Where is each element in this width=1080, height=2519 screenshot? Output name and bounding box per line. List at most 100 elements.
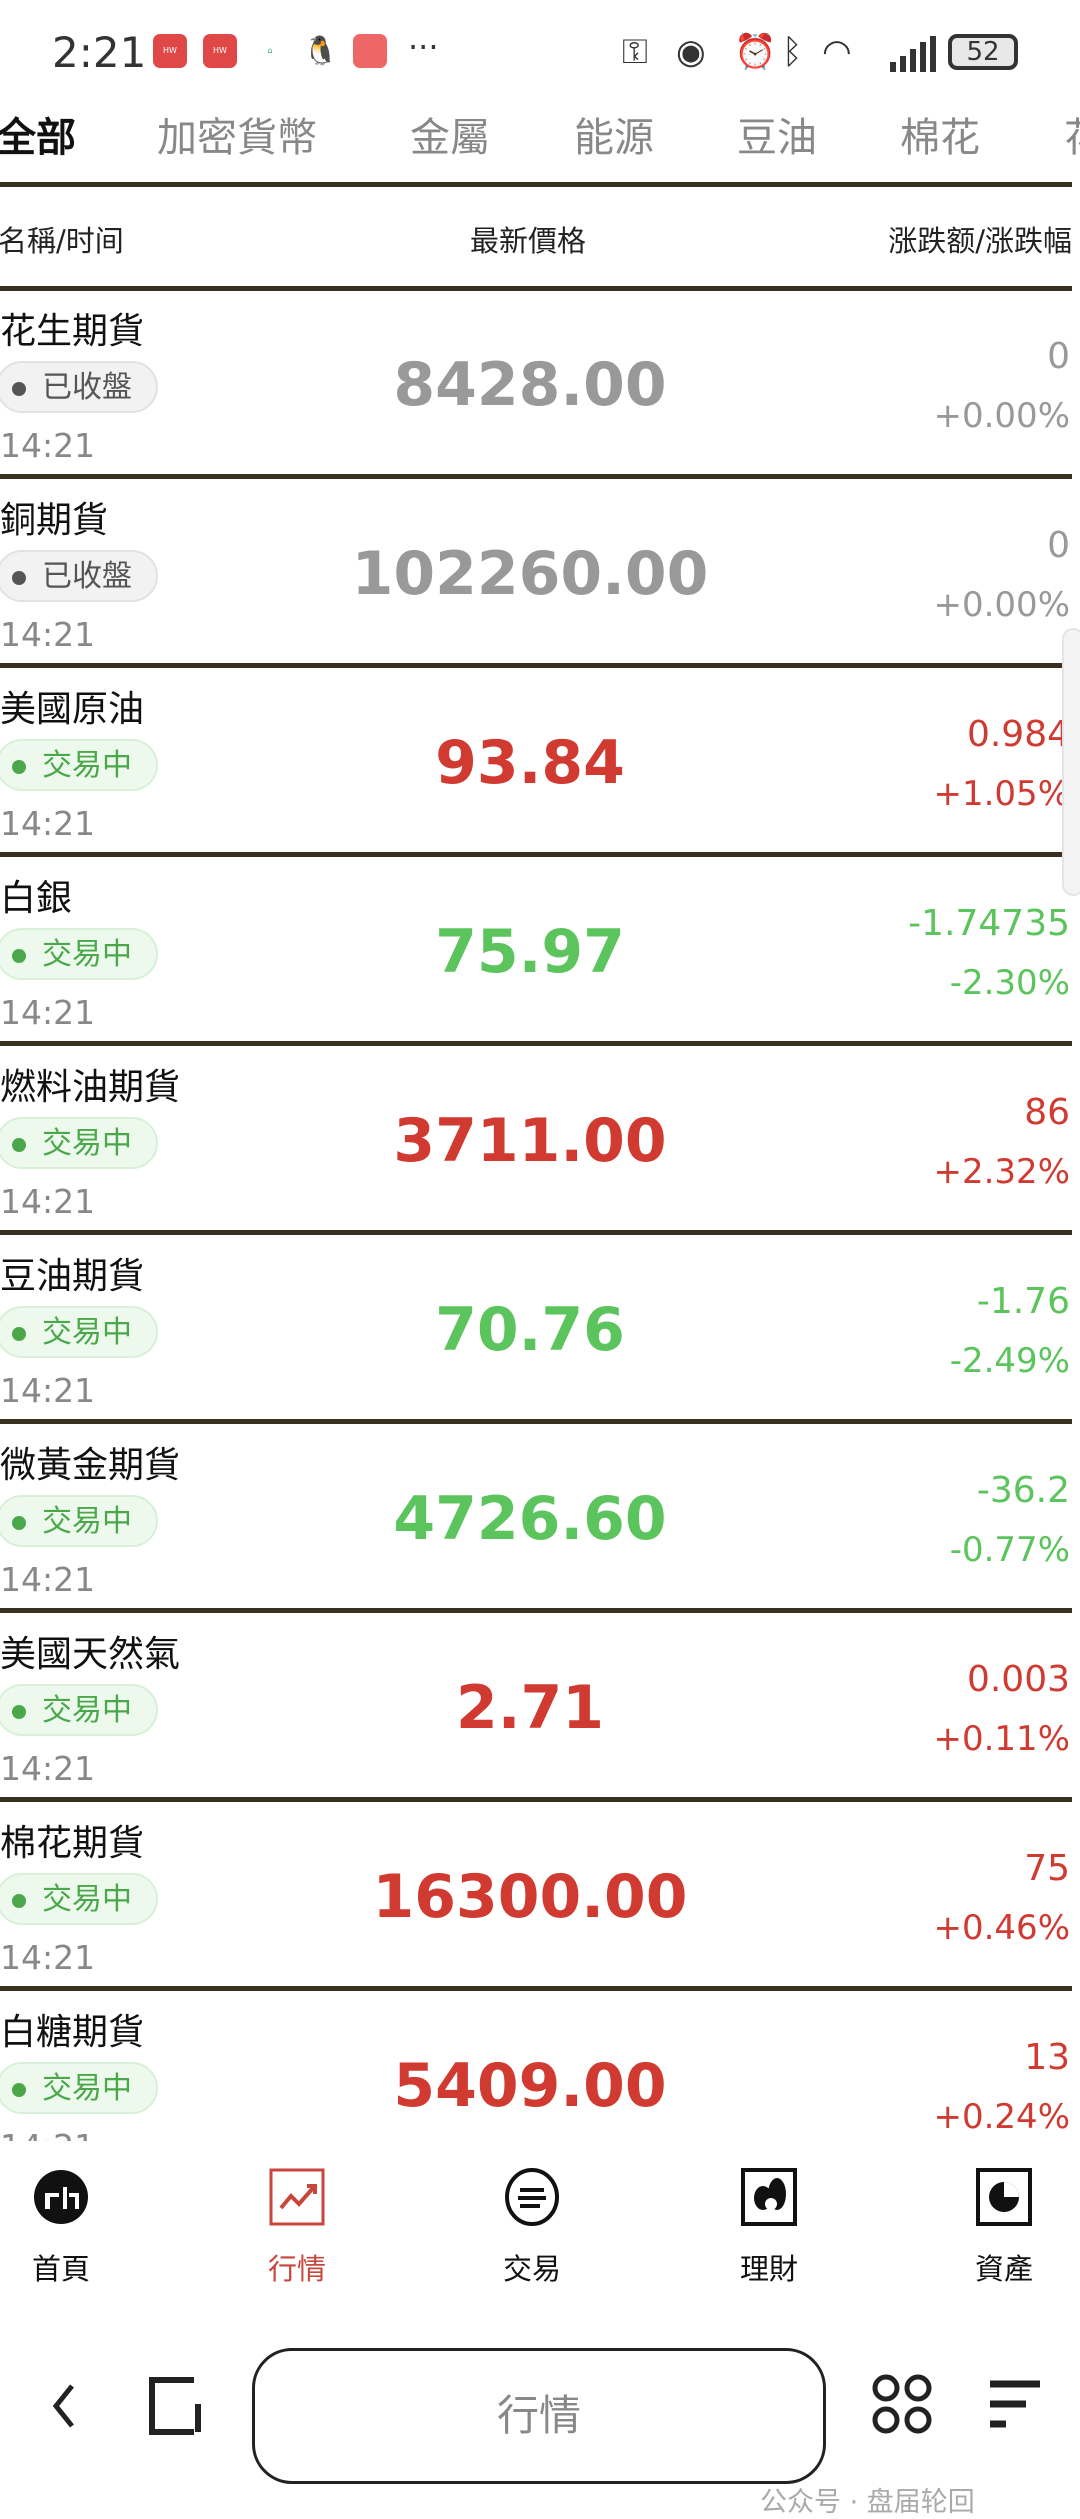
status-dot-icon [12,382,26,396]
latest-price: 2.71 [455,1673,605,1743]
change-amount: 0.984 [966,714,1070,755]
quote-row[interactable]: 銅期貨 已收盤 14:21 102260.00 0 +0.00% [0,477,1072,668]
change-percent: +0.46% [933,1908,1071,1948]
side-drawer-handle[interactable] [1062,628,1080,896]
quote-time: 14:21 [0,1371,96,1410]
change-percent: +0.24% [933,2097,1071,2137]
quote-time: 14:21 [0,426,96,465]
vr-home-icon: ⌂ [253,34,287,68]
clock: 2:21 [52,28,147,77]
change-percent: -0.77% [949,1530,1070,1570]
quote-time: 14:21 [0,1749,96,1788]
quote-row[interactable]: 燃料油期貨 交易中 14:21 3711.00 86 +2.32% [0,1044,1072,1235]
home-icon [33,2168,89,2226]
quote-time: 14:21 [0,804,96,843]
tab-soybean-oil[interactable]: 豆油 [737,115,817,161]
change-amount: 0 [1047,336,1070,377]
status-bar: 2:21 HW HW ⌂ 🐧 ··· ⚿ ◉ ⏰ ᛒ ◠ 52 [0,20,1080,86]
instrument-name: 美國原油 [0,689,145,730]
apps-grid-icon[interactable] [872,2374,932,2438]
instrument-name: 銅期貨 [0,500,109,541]
signal-icon [888,36,938,76]
latest-price: 5409.00 [393,2051,667,2121]
status-dot-icon [12,1705,26,1719]
wifi-icon: ◠ [822,32,852,72]
quote-row[interactable]: 美國原油 交易中 14:21 93.84 0.984 +1.05% [0,666,1072,857]
quote-list[interactable]: 花生期貨 已收盤 14:21 8428.00 0 +0.00% 銅期貨 已收盤 … [0,288,1080,2141]
browser-toolbar: 行情 [0,2340,1080,2504]
market-chart-icon [269,2168,325,2226]
quote-row[interactable]: 豆油期貨 交易中 14:21 70.76 -1.76 -2.49% [0,1233,1072,1424]
huawei-app-icon: HW [203,34,237,68]
divider [0,182,1072,187]
change-percent: +0.00% [933,585,1071,625]
tab-metals[interactable]: 金屬 [410,115,490,161]
bottom-nav: 首頁 行情 交易 理財 資產 [0,2150,1080,2310]
quote-row[interactable]: 棉花期貨 交易中 14:21 16300.00 75 +0.46% [0,1800,1072,1991]
tab-more[interactable]: 花 [1064,105,1080,163]
quote-time: 14:21 [0,1182,96,1221]
divider [0,286,1072,291]
change-amount: -1.74735 [908,903,1070,944]
bluetooth-icon: ᛒ [782,32,803,72]
status-badge: 已收盤 [0,361,158,413]
quote-row[interactable]: 花生期貨 已收盤 14:21 8428.00 0 +0.00% [0,288,1072,479]
address-bar[interactable]: 行情 [252,2348,826,2484]
quote-row[interactable]: 白糖期貨 交易中 14:21 5409.00 13 +0.24% [0,1989,1072,2141]
change-amount: -1.76 [976,1281,1070,1322]
column-name-time: 名稱/时间 [0,224,124,258]
qq-penguin-icon: 🐧 [303,34,338,68]
change-amount: 0.003 [966,1659,1070,1700]
latest-price: 93.84 [435,728,625,798]
alarm-icon: ⏰ [734,32,777,72]
column-latest-price: 最新價格 [470,224,587,258]
status-dot-icon [12,1327,26,1341]
quote-row[interactable]: 微黃金期貨 交易中 14:21 4726.60 -36.2 -0.77% [0,1422,1072,1613]
status-badge: 已收盤 [0,550,158,602]
instrument-name: 微黃金期貨 [0,1445,181,1486]
latest-price: 16300.00 [372,1862,688,1932]
instrument-name: 豆油期貨 [0,1256,145,1297]
menu-icon[interactable] [986,2380,1042,2434]
status-badge: 交易中 [0,1873,158,1925]
divider [0,1797,1072,1802]
change-amount: 0 [1047,525,1070,566]
nav-wealth[interactable]: 理財 [699,2150,839,2288]
divider [0,663,1072,668]
nav-assets[interactable]: 資產 [934,2150,1074,2288]
status-badge: 交易中 [0,928,158,980]
tab-crypto[interactable]: 加密貨幣 [157,115,317,161]
divider [0,474,1072,479]
instrument-name: 白銀 [0,878,73,919]
latest-price: 8428.00 [393,350,667,420]
divider [0,1986,1072,1991]
status-dot-icon [12,1894,26,1908]
watermark: 公众号 · 盘届轮回 [760,2487,975,2518]
nav-trade[interactable]: 交易 [462,2150,602,2288]
trade-icon [504,2168,560,2226]
status-badge: 交易中 [0,1117,158,1169]
quote-row[interactable]: 美國天然氣 交易中 14:21 2.71 0.003 +0.11% [0,1611,1072,1802]
assets-pie-icon [976,2168,1032,2226]
back-icon[interactable] [50,2380,80,2434]
change-percent: +0.00% [933,396,1071,436]
tab-all[interactable]: 全部 [0,115,76,161]
instrument-name: 美國天然氣 [0,1634,181,1675]
category-tabs: 全部 加密貨幣 金屬 能源 豆油 棉花 花 [0,105,1080,169]
tab-energy[interactable]: 能源 [574,115,654,161]
change-amount: 13 [1024,2037,1070,2078]
latest-price: 75.97 [435,917,625,987]
quote-time: 14:21 [0,1560,96,1599]
tab-cotton[interactable]: 棉花 [900,115,980,161]
quote-time: 14:21 [0,1938,96,1977]
instrument-name: 棉花期貨 [0,1823,145,1864]
change-percent: -2.49% [949,1341,1070,1381]
status-dot-icon [12,760,26,774]
eye-icon: ◉ [676,32,706,72]
quote-row[interactable]: 白銀 交易中 14:21 75.97 -1.74735 -2.30% [0,855,1072,1046]
latest-price: 70.76 [435,1295,625,1365]
tabs-icon[interactable] [148,2376,208,2440]
nav-market[interactable]: 行情 [227,2150,367,2288]
nav-home[interactable]: 首頁 [0,2150,131,2288]
change-amount: -36.2 [976,1470,1070,1511]
